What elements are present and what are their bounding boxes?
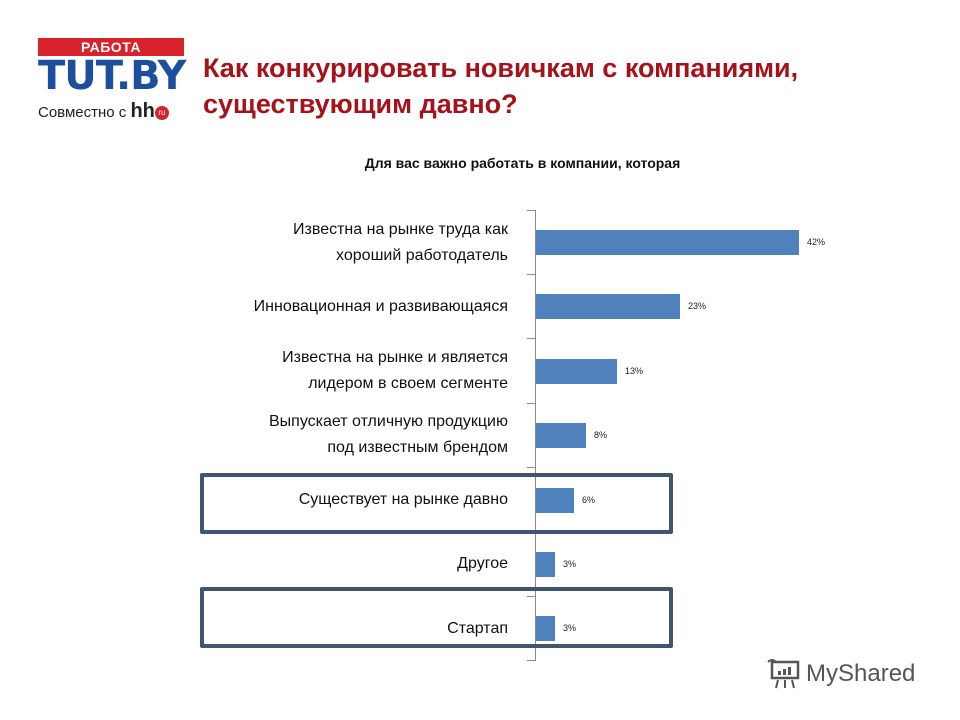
value-label: 8% xyxy=(594,430,608,440)
myshared-watermark: MyShared xyxy=(766,656,915,692)
bar xyxy=(536,488,574,513)
bar xyxy=(536,616,555,641)
ru-badge: ru xyxy=(154,106,169,120)
bar xyxy=(536,359,617,384)
axis-tick xyxy=(527,660,535,661)
axis-tick xyxy=(527,274,535,275)
category-label: Стартап xyxy=(447,620,508,637)
presentation-icon xyxy=(767,659,800,689)
bar xyxy=(536,294,680,319)
chart-title: Для вас важно работать в компании, котор… xyxy=(364,155,681,171)
bar xyxy=(536,423,586,448)
page-title: Как конкурировать новичкам с компаниями,… xyxy=(203,53,799,119)
value-label: 3% xyxy=(563,559,577,569)
value-label: 42% xyxy=(807,237,826,247)
y-axis xyxy=(535,210,536,661)
category-label: Другое xyxy=(457,555,508,572)
value-label: 13% xyxy=(625,366,644,376)
value-label: 6% xyxy=(582,495,596,505)
highlight-box-startup xyxy=(200,587,673,648)
axis-tick xyxy=(527,403,535,404)
hh-logo: hh xyxy=(130,100,155,122)
axis-tick xyxy=(527,210,535,211)
axis-tick xyxy=(527,596,535,597)
category-label: Известна на рынке и является лидером в св… xyxy=(282,349,508,392)
category-label: Существует на рынке давно xyxy=(298,491,508,508)
category-label: Известна на рынке труда как хороший работ… xyxy=(293,221,508,264)
logo-rabota: РАБОТА xyxy=(38,38,184,56)
highlight-box-existing-long xyxy=(200,473,673,534)
tutby-logo: РАБОТА TUT.BY Совместно с hh ru xyxy=(38,38,186,124)
bar xyxy=(536,230,799,255)
axis-tick xyxy=(527,338,535,339)
value-label: 3% xyxy=(563,623,577,633)
category-label: Выпускает отличную продукцию под известны… xyxy=(268,413,508,456)
logo-sub: Совместно с hh ru xyxy=(38,100,169,123)
bar xyxy=(536,552,555,577)
axis-tick xyxy=(527,467,535,468)
logo-tutby: TUT.BY xyxy=(38,53,186,99)
value-label: 23% xyxy=(688,301,707,311)
category-label: Инновационная и развивающаяся xyxy=(253,298,508,315)
